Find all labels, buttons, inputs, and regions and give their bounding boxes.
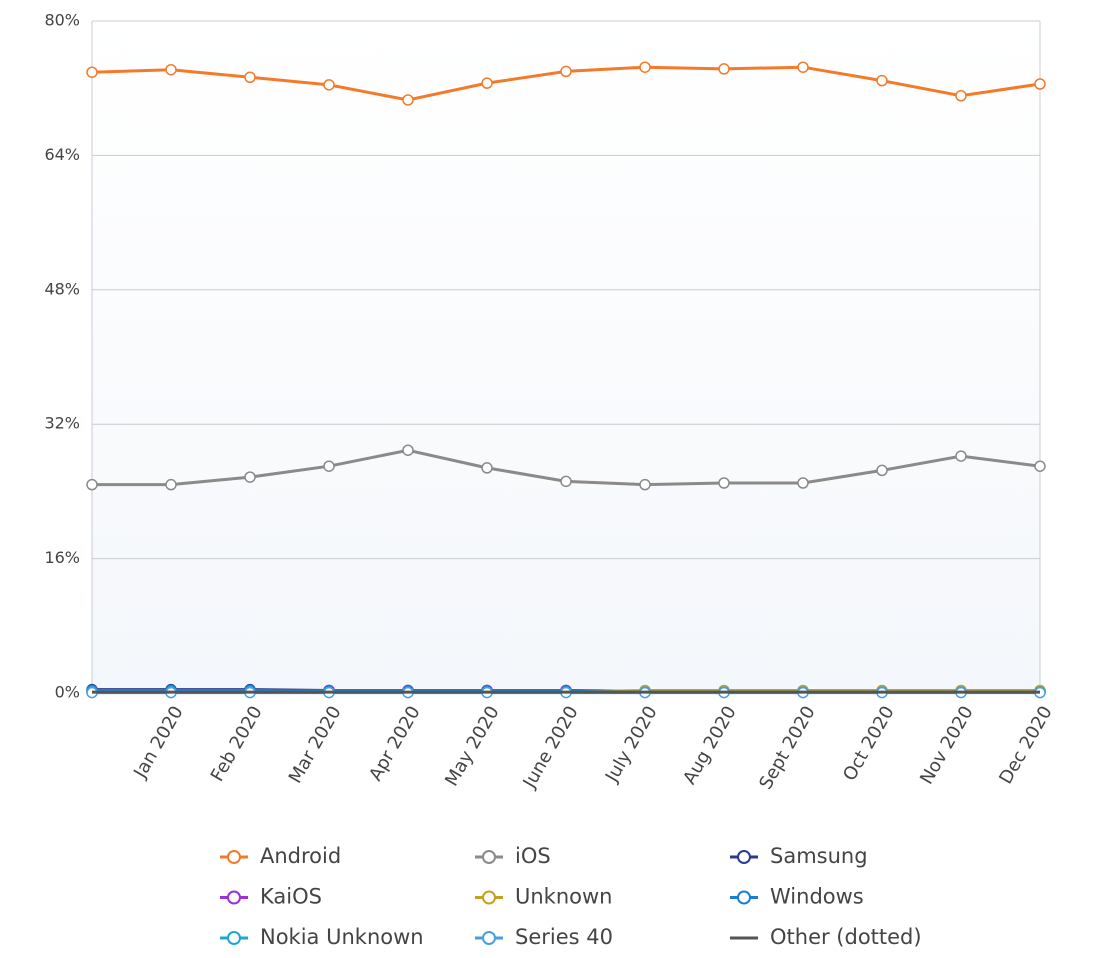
- data-point: [323, 460, 335, 472]
- y-tick-label: 80%: [44, 11, 80, 30]
- x-tick-label: Feb 2020: [207, 703, 267, 786]
- y-tick-label: 48%: [44, 279, 80, 298]
- data-point: [402, 444, 414, 456]
- legend-item: Nokia Unknown: [220, 925, 424, 949]
- x-tick-label: Oct 2020: [839, 703, 899, 785]
- legend-marker: [227, 931, 241, 945]
- legend-label: iOS: [515, 844, 551, 868]
- data-point: [402, 94, 414, 106]
- data-point: [323, 79, 335, 91]
- x-tick-label: Jan 2020: [129, 703, 187, 783]
- legend-label: Unknown: [515, 885, 612, 909]
- data-point: [955, 450, 967, 462]
- legend-label: Other (dotted): [770, 925, 922, 949]
- x-tick-label: Apr 2020: [365, 703, 425, 785]
- legend-marker: [737, 890, 751, 905]
- x-tick-label: Dec 2020: [995, 703, 1056, 788]
- legend-item: Samsung: [730, 844, 868, 868]
- x-tick-label: Mar 2020: [285, 703, 346, 788]
- data-point: [165, 63, 177, 76]
- legend-label: Windows: [770, 885, 864, 909]
- data-point: [560, 475, 572, 488]
- data-point: [86, 66, 98, 78]
- legend-marker: [482, 850, 496, 864]
- legend-marker: [227, 850, 241, 864]
- data-point: [797, 477, 809, 489]
- legend-item: Series 40: [475, 925, 613, 949]
- y-tick-label: 32%: [44, 414, 80, 433]
- data-point: [244, 71, 256, 84]
- data-point: [797, 61, 809, 73]
- legend-item: iOS: [475, 844, 551, 868]
- x-tick-label: Sept 2020: [755, 703, 819, 794]
- y-tick-label: 0%: [55, 683, 80, 702]
- data-point: [560, 65, 572, 78]
- plot-area: [92, 21, 1040, 693]
- data-point: [481, 462, 493, 474]
- y-tick-label: 16%: [44, 548, 80, 567]
- data-point: [1034, 460, 1046, 472]
- legend-label: Samsung: [770, 844, 868, 868]
- data-point: [718, 63, 730, 75]
- x-tick-label: Aug 2020: [679, 703, 741, 789]
- data-point: [1034, 78, 1046, 90]
- legend-label: Android: [260, 844, 341, 868]
- legend-marker: [737, 850, 751, 864]
- x-tick-label: June 2020: [519, 703, 583, 793]
- legend-label: Nokia Unknown: [260, 925, 424, 949]
- data-point: [481, 77, 493, 89]
- legend-item: Android: [220, 844, 341, 868]
- data-point: [718, 477, 730, 489]
- x-tick-label: July 2020: [601, 703, 662, 787]
- legend-item: Unknown: [475, 885, 612, 909]
- data-point: [86, 478, 98, 491]
- data-point: [639, 478, 651, 491]
- x-tick-label: May 2020: [441, 703, 504, 790]
- legend-label: Series 40: [515, 925, 613, 949]
- data-point: [876, 464, 888, 477]
- data-point: [244, 471, 256, 483]
- data-point: [876, 74, 888, 87]
- data-point: [955, 90, 967, 102]
- y-tick-label: 64%: [44, 145, 80, 164]
- legend-label: KaiOS: [260, 885, 322, 909]
- legend-item: Other (dotted): [730, 925, 922, 949]
- data-point: [165, 478, 177, 491]
- legend-marker: [227, 890, 241, 905]
- legend-marker: [482, 931, 496, 945]
- legend-item: Windows: [730, 885, 864, 909]
- data-point: [639, 61, 651, 73]
- legend-marker: [482, 890, 496, 905]
- legend-item: KaiOS: [220, 885, 322, 909]
- x-tick-label: Nov 2020: [916, 703, 978, 789]
